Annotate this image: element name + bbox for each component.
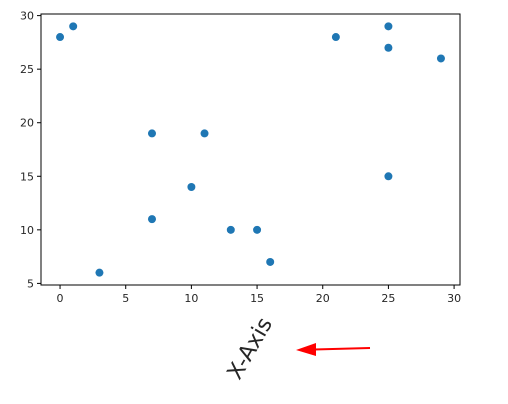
scatter-point-10 (266, 257, 275, 266)
y-tick-label: 30 (20, 10, 34, 23)
x-tick-label: 30 (447, 292, 461, 305)
arrow-shaft (313, 347, 371, 351)
scatter-point-2 (69, 22, 78, 31)
y-tick-label: 15 (20, 170, 34, 183)
scatter-point-7 (200, 129, 209, 138)
x-axis-ticks: 0 5 10 15 20 25 30 (57, 285, 461, 305)
x-tick-label: 5 (122, 292, 129, 305)
x-tick-label: 15 (250, 292, 264, 305)
scatter-point-3 (95, 268, 104, 277)
y-tick-label: 25 (20, 63, 34, 76)
scatter-point-15 (436, 54, 445, 63)
scatter-point-5 (147, 215, 156, 224)
annotation-arrow (296, 343, 371, 356)
scatter-point-11 (331, 33, 340, 42)
x-axis-label: X-Axis (223, 313, 278, 384)
scatter-point-13 (384, 43, 393, 52)
scatter-point-9 (253, 225, 262, 234)
x-tick-label: 0 (57, 292, 64, 305)
x-tick-label: 25 (381, 292, 395, 305)
plot-frame (40, 13, 461, 286)
arrow-head (296, 343, 316, 356)
scatter-point-12 (384, 22, 393, 31)
points-layer (56, 22, 445, 277)
scatter-point-6 (187, 182, 196, 191)
x-tick-label: 20 (316, 292, 330, 305)
y-tick-label: 20 (20, 117, 34, 130)
y-axis-ticks: 5 10 15 20 25 30 (20, 10, 41, 290)
scatter-point-14 (384, 172, 393, 181)
y-tick-label: 10 (20, 224, 34, 237)
scatter-point-1 (56, 33, 65, 42)
scatter-point-4 (147, 129, 156, 138)
y-tick-label: 5 (27, 277, 34, 290)
scatter-point-8 (226, 225, 235, 234)
x-tick-label: 10 (184, 292, 198, 305)
